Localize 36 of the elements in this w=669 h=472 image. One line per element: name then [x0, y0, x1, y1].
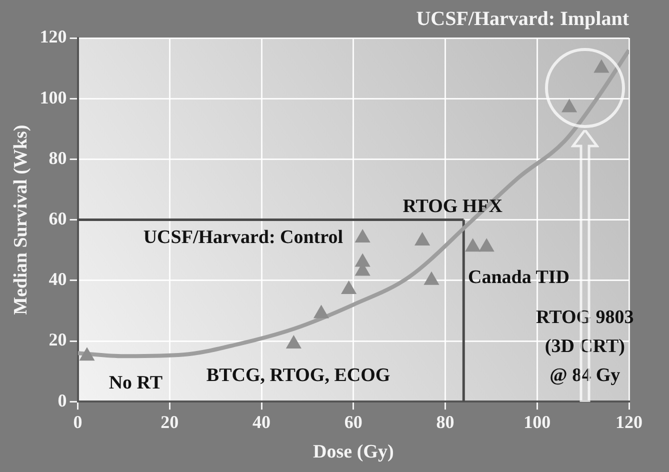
point: [562, 99, 577, 112]
point: [594, 60, 609, 73]
annotation: @ 84 Gy: [550, 365, 621, 386]
y-tick-label: 100: [40, 87, 67, 108]
x-tick-label: 60: [344, 412, 362, 432]
annotation: No RT: [108, 372, 163, 394]
annotation: RTOG 9803: [536, 306, 634, 328]
annotation: (3D CRT): [544, 336, 625, 357]
annotation: UCSF/Harvard: Control: [143, 226, 343, 248]
annotation: Canada TID: [468, 266, 570, 288]
point: [479, 238, 494, 252]
point: [80, 348, 94, 361]
point: [414, 232, 430, 246]
point: [314, 305, 329, 318]
x-tick-label: 0: [73, 412, 82, 432]
y-axis-title: Median Survival (Wks): [10, 124, 32, 315]
x-tick-label: 80: [436, 412, 454, 432]
y-tick-label: 20: [48, 330, 67, 350]
annotation: RTOG HFX: [402, 196, 503, 217]
x-axis-title: Dose (Gy): [313, 442, 394, 463]
y-tick-label: 80: [48, 148, 67, 168]
y-tick-label: 60: [48, 208, 67, 228]
x-tick-label: 100: [524, 412, 551, 432]
y-tick-label: 40: [48, 269, 67, 290]
point: [286, 336, 302, 349]
chart-title: UCSF/Harvard: Implant: [416, 8, 630, 30]
point: [424, 272, 439, 285]
point: [341, 280, 356, 294]
annotation: BTCG, RTOG, ECOG: [206, 365, 390, 386]
point: [465, 238, 480, 252]
x-tick-label: 120: [616, 412, 642, 432]
y-tick-label: 0: [58, 390, 67, 410]
y-tick-label: 120: [40, 26, 67, 47]
point: [355, 229, 370, 242]
x-tick-label: 20: [160, 412, 179, 432]
x-tick-label: 40: [252, 412, 271, 432]
